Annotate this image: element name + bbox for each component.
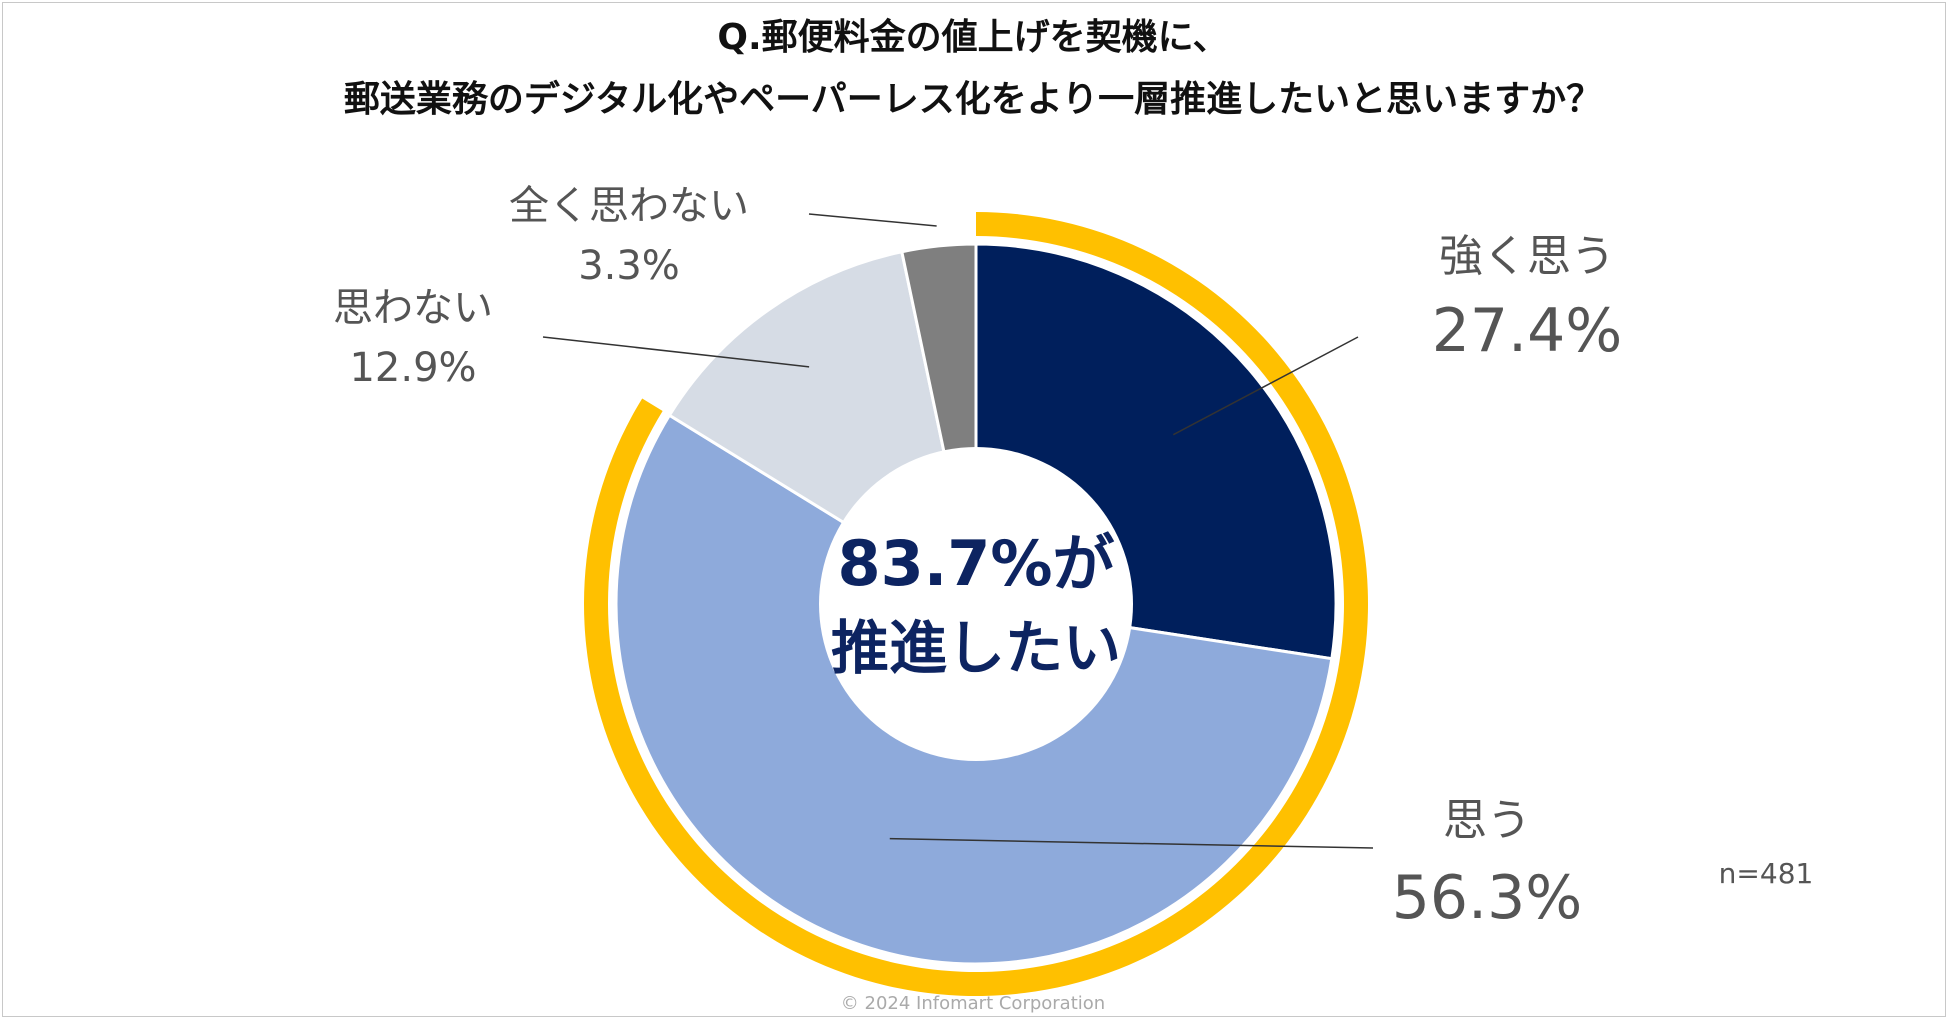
value-strongly-disagree: 3.3%: [578, 243, 680, 289]
leader-disagree: [542, 336, 810, 368]
label-strongly-agree: 強く思う: [1439, 231, 1615, 282]
value-strongly-agree: 27.4%: [1432, 296, 1623, 366]
donut-hole: [819, 447, 1133, 761]
label-disagree: 思わない: [333, 285, 493, 331]
chart-title-line-2: 郵送業務のデジタル化やペーパーレス化をより一層推進したいと思いますか？: [344, 78, 1602, 120]
value-agree: 56.3%: [1392, 863, 1583, 933]
chart-title-line-1: Q.郵便料金の値上げを契機に、: [717, 16, 1228, 58]
leader-strongly-disagree: [808, 213, 937, 227]
copyright-text: © 2024 Infomart Corporation: [841, 993, 1105, 1014]
center-label-line-2: 推進したい: [831, 614, 1121, 682]
value-disagree: 12.9%: [349, 345, 476, 391]
center-label-line-1: 83.7%が: [837, 527, 1114, 600]
label-strongly-disagree: 全く思わない: [509, 183, 749, 229]
leader-agree: [889, 837, 1374, 849]
leader-strongly-agree: [1172, 336, 1359, 436]
sample-size-note: n=481: [1719, 857, 1814, 890]
leader-lines: [542, 213, 1374, 849]
donut-chart: Q.郵便料金の値上げを契機に、 郵送業務のデジタル化やペーパーレス化をより一層推…: [333, 16, 1814, 1014]
label-agree: 思う: [1443, 795, 1531, 846]
